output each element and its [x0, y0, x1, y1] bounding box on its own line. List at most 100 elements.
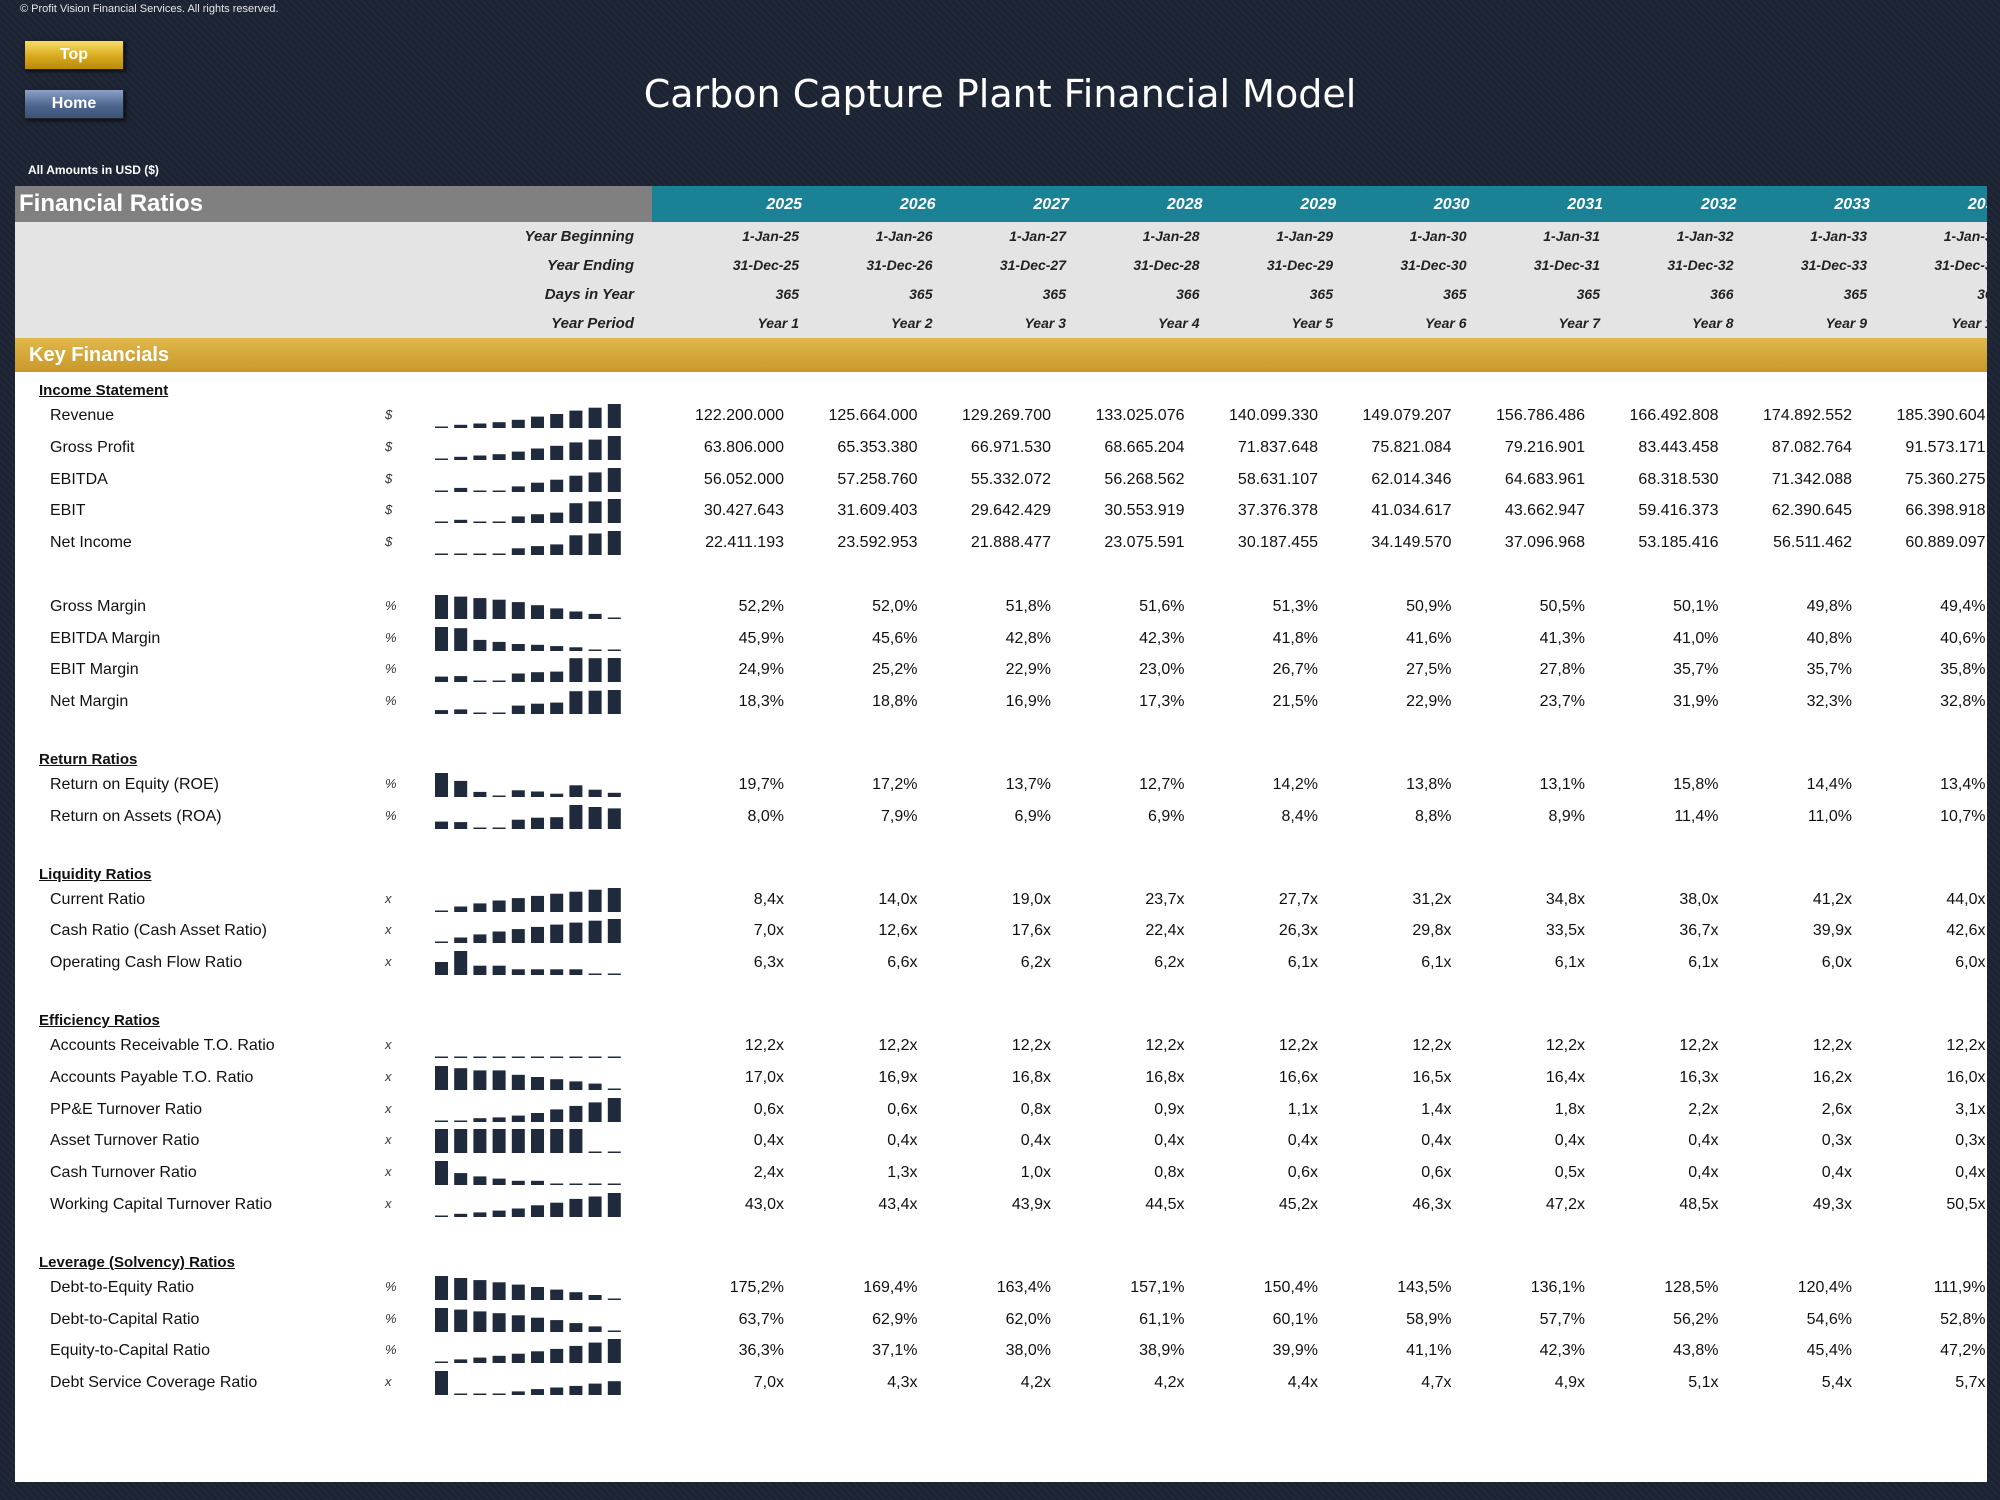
ratio-value: 29,8x: [1412, 922, 1452, 940]
ratio-value: 42,3%: [1539, 1342, 1585, 1360]
ratio-value: 23,7x: [1145, 890, 1185, 908]
ratio-label: Revenue: [50, 407, 115, 424]
sparkline-bar: [607, 792, 621, 797]
ratio-value: 6,1x: [1688, 954, 1719, 972]
ratio-value: 62.014.346: [1371, 470, 1452, 488]
ratio-value: 42,3%: [1139, 629, 1185, 647]
sparkline-bar: [435, 910, 448, 912]
sparkline-bar: [435, 1361, 448, 1364]
sparkline-bar: [511, 419, 525, 428]
ratio-value: 0,6x: [1287, 1164, 1318, 1182]
ratio-value: 0,4x: [1020, 1132, 1051, 1150]
ratio-label: Return on Assets (ROA): [50, 807, 222, 825]
ratio-value: 5,7x: [1955, 1374, 1986, 1392]
ratio-value: 0,4x: [887, 1132, 918, 1150]
sparkline-bar: [435, 1129, 448, 1154]
ratio-value: 56,2%: [1673, 1310, 1719, 1328]
period-info-value: Year 4: [1157, 315, 1200, 331]
ratio-row: Net Income $22.411.193 23.592.953 21.888.47…: [15, 529, 1987, 557]
sparkline-bar: [435, 1120, 448, 1122]
sparkline-bar: [473, 934, 487, 944]
sparkline-chart: [435, 531, 621, 556]
sparkline-bar: [569, 503, 583, 524]
section-title: Efficiency Ratios: [39, 1012, 160, 1029]
ratio-value: 12,2x: [1412, 1037, 1452, 1054]
sparkline-bar: [569, 611, 583, 619]
ratio-value: 120,4%: [1797, 1278, 1852, 1296]
home-button[interactable]: Home: [24, 89, 124, 119]
year-header-cell: 2025: [766, 196, 802, 213]
sparkline-bar: [569, 442, 583, 460]
ratio-value: 6,6x: [887, 954, 918, 972]
sparkline-bar: [454, 821, 468, 829]
period-info-value: 1-Jan-29: [1276, 228, 1333, 244]
sparkline-bar: [473, 1212, 487, 1217]
ratio-value: 22,9%: [1406, 693, 1452, 711]
ratio-value: 6,1x: [1554, 954, 1585, 972]
unit-indicator: x: [385, 1132, 392, 1148]
ratio-row: Revenue $122.200.000 125.664.000 129.269.70…: [15, 402, 1987, 430]
ratio-value: 57,7%: [1539, 1310, 1585, 1328]
ratio-value: 0,4x: [1421, 1132, 1452, 1150]
sparkline-bar: [511, 1314, 525, 1332]
ratio-value: 122.200.000: [695, 407, 784, 424]
ratio-value: 0,8x: [1020, 1100, 1051, 1118]
ratio-value: 49,8%: [1806, 597, 1852, 615]
top-button[interactable]: Top: [24, 40, 124, 70]
sparkline-bar: [550, 1349, 564, 1364]
sparkline-bar: [607, 499, 621, 524]
ratio-value: 57.258.760: [837, 470, 918, 488]
ratio-value: 39,9x: [1812, 922, 1852, 940]
unit-indicator: x: [385, 1164, 392, 1180]
ratio-value: 23.075.591: [1104, 534, 1185, 552]
sparkline-bar: [569, 1081, 583, 1090]
sheet-header-label: Financial Ratios: [15, 186, 657, 222]
ratio-value: 6,2x: [1154, 954, 1185, 972]
sparkline-bar: [435, 710, 448, 715]
year-header-cell: 2029: [1300, 196, 1336, 213]
sparkline-bar: [588, 889, 602, 912]
ratio-value: 33,5x: [1545, 922, 1585, 940]
sparkline-chart: [435, 1371, 621, 1396]
sparkline-bar: [511, 516, 525, 524]
ratio-value: 41,2x: [1812, 890, 1852, 908]
sparkline-bar: [569, 410, 583, 428]
sparkline-bar: [511, 897, 525, 912]
ratio-value: 14,0x: [878, 890, 918, 908]
ratio-value: 6,1x: [1287, 954, 1318, 972]
sparkline-bar: [550, 793, 564, 797]
sparkline-chart: [435, 1275, 621, 1300]
ratio-value: 62.390.645: [1771, 502, 1852, 520]
period-info-value: Year 3: [1024, 315, 1066, 331]
sparkline-bar: [531, 791, 544, 797]
ratio-value: 16,4x: [1545, 1068, 1585, 1086]
ratio-value: 16,2x: [1812, 1068, 1852, 1086]
ratio-label: Current Ratio: [50, 890, 146, 908]
sparkline-bar: [473, 490, 487, 492]
ratio-row: Debt-to-Equity Ratio% 175,2% 169,4% 163,4% 1…: [15, 1274, 1987, 1302]
ratio-value: 31,9%: [1673, 693, 1719, 711]
ratio-value: 11,4%: [1674, 807, 1719, 825]
sparkline-bar: [473, 1310, 487, 1332]
sparkline-bar: [569, 804, 583, 829]
sparkline-bar: [607, 649, 621, 651]
sparkline-bar: [550, 969, 564, 976]
period-info-value: Year 2: [890, 315, 933, 331]
ratio-value: 125.664.000: [828, 407, 918, 424]
sparkline-bar: [588, 1196, 602, 1217]
sparkline-bar: [531, 644, 544, 651]
ratio-value: 66.398.918: [1905, 502, 1986, 520]
sparkline-bar: [473, 1393, 487, 1396]
ratio-value: 0,3x: [1821, 1132, 1852, 1150]
sparkline-bar: [588, 1342, 602, 1364]
sparkline-bar: [473, 791, 487, 797]
sparkline-bar: [550, 702, 564, 715]
ratio-value: 32,3%: [1806, 693, 1852, 711]
sparkline-bar: [454, 1359, 468, 1364]
ratio-value: 0,6x: [1421, 1164, 1452, 1182]
ratio-value: 35,7%: [1673, 661, 1719, 679]
sparkline-bar: [492, 599, 506, 619]
ratio-value: 21.888.477: [970, 534, 1051, 552]
sparkline-chart: [435, 1129, 621, 1154]
sparkline-bar: [550, 645, 564, 651]
